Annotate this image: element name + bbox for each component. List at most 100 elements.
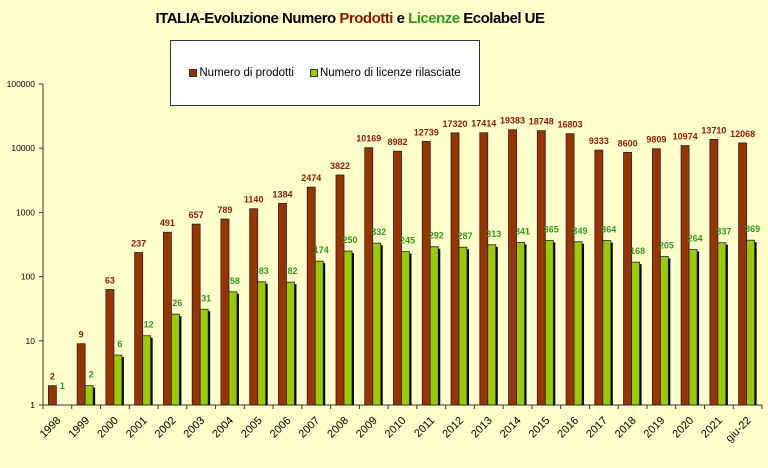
data-label-prodotti: 8982	[387, 137, 407, 147]
bar-prodotti	[191, 223, 201, 406]
bar-licenze	[746, 239, 756, 406]
x-tick-label: 2020	[670, 415, 696, 441]
data-label-prodotti: 17414	[471, 119, 496, 129]
bar-licenze	[659, 256, 669, 406]
bar-licenze	[171, 313, 180, 406]
bar-prodotti	[536, 130, 546, 406]
bar-prodotti	[450, 132, 460, 406]
data-label-licenze: 332	[371, 227, 386, 237]
x-tick-label: 2017	[584, 415, 610, 441]
chart-title: ITALIA-Evoluzione Numero Prodotti e Lice…	[0, 10, 700, 27]
data-label-prodotti: 789	[217, 205, 232, 215]
title-part: Ecolabel UE	[459, 10, 545, 27]
bar-prodotti	[594, 149, 604, 406]
bar-licenze	[544, 240, 554, 406]
bar-licenze	[573, 241, 583, 406]
data-label-prodotti: 63	[105, 275, 115, 285]
x-tick-label: 1998	[38, 415, 64, 441]
data-label-licenze: 292	[429, 231, 444, 241]
data-label-prodotti: 2474	[301, 173, 321, 183]
y-tick-label: 100000	[7, 79, 36, 89]
bar-prodotti	[393, 150, 402, 406]
x-tick-label: 2011	[412, 415, 437, 440]
legend-swatch	[189, 68, 198, 77]
bar-licenze	[602, 240, 612, 406]
bar-licenze	[688, 249, 698, 406]
data-label-licenze: 1	[60, 381, 65, 391]
data-label-prodotti: 12068	[730, 129, 755, 139]
x-tick-label: 2005	[239, 415, 265, 441]
data-label-prodotti: 1140	[244, 195, 264, 205]
bar-licenze	[314, 260, 324, 406]
bar-prodotti	[680, 145, 690, 406]
data-label-licenze: 31	[201, 293, 211, 303]
bar-prodotti	[220, 218, 230, 406]
data-label-prodotti: 491	[160, 218, 175, 228]
title-licenze: Licenze	[408, 10, 460, 27]
x-tick-label: 2012	[440, 415, 466, 441]
y-tick-label: 10000	[11, 143, 35, 153]
bar-licenze	[286, 281, 295, 406]
x-tick-label: 2013	[469, 415, 495, 441]
bar-prodotti	[249, 208, 259, 406]
data-label-prodotti: 8600	[618, 138, 638, 148]
x-tick-label: 2008	[325, 415, 351, 441]
x-tick-label: 2016	[555, 415, 581, 441]
x-tick-label: 2006	[268, 415, 294, 441]
data-label-prodotti: 19383	[500, 116, 525, 126]
title-part: ITALIA-Evoluzione Numero	[155, 10, 340, 27]
x-tick-label: 2021	[699, 415, 725, 441]
data-label-licenze: 364	[601, 225, 616, 235]
x-tick-label: 2004	[210, 415, 236, 441]
bar-licenze	[516, 241, 525, 406]
data-label-prodotti: 17320	[443, 119, 468, 129]
bar-licenze	[401, 251, 410, 406]
legend-item-licenze: Numero di licenze rilasciate	[309, 67, 461, 79]
y-tick-label: 10	[26, 336, 36, 346]
data-label-licenze: 6	[117, 339, 122, 349]
data-label-prodotti: 10974	[673, 132, 698, 142]
bar-licenze	[458, 246, 468, 406]
bar-prodotti	[565, 133, 575, 406]
bar-prodotti	[76, 343, 86, 406]
y-tick-label: 100	[21, 272, 35, 282]
data-label-prodotti: 12739	[414, 127, 439, 137]
data-label-licenze: 58	[230, 276, 240, 286]
data-label-licenze: 174	[314, 245, 329, 255]
x-tick-label: 2015	[527, 415, 553, 441]
bar-prodotti	[651, 148, 661, 406]
bar-prodotti	[709, 139, 719, 406]
data-label-prodotti: 237	[131, 239, 146, 249]
x-tick-label: giu-22	[724, 415, 754, 445]
bar-prodotti	[47, 385, 57, 406]
data-label-licenze: 83	[259, 266, 269, 276]
data-label-licenze: 26	[172, 298, 182, 308]
bar-licenze	[113, 354, 123, 406]
data-label-prodotti: 1384	[272, 189, 292, 199]
data-label-prodotti: 9809	[646, 135, 666, 145]
bar-prodotti	[508, 129, 517, 406]
y-tick-label: 1	[30, 400, 35, 410]
data-label-licenze: 349	[573, 226, 588, 236]
bar-prodotti	[738, 142, 748, 406]
x-tick-label: 2003	[182, 415, 208, 441]
data-label-licenze: 168	[630, 246, 645, 256]
bar-licenze	[257, 281, 267, 406]
data-label-prodotti: 9333	[589, 136, 609, 146]
bar-prodotti	[278, 202, 287, 406]
data-label-prodotti: 10169	[356, 134, 381, 144]
data-label-prodotti: 13710	[701, 125, 726, 135]
x-tick-label: 2014	[498, 415, 524, 441]
data-label-licenze: 205	[659, 241, 674, 251]
data-label-prodotti: 16803	[558, 120, 583, 130]
bar-prodotti	[105, 289, 115, 406]
legend-item-prodotti: Numero di prodotti	[189, 67, 294, 79]
data-label-licenze: 365	[544, 225, 559, 235]
bar-prodotti	[479, 132, 489, 406]
bar-licenze	[199, 308, 209, 406]
x-tick-label: 2002	[153, 415, 179, 441]
bar-prodotti	[163, 231, 172, 406]
x-tick-label: 2010	[383, 415, 409, 441]
data-label-prodotti: 3822	[330, 161, 350, 171]
